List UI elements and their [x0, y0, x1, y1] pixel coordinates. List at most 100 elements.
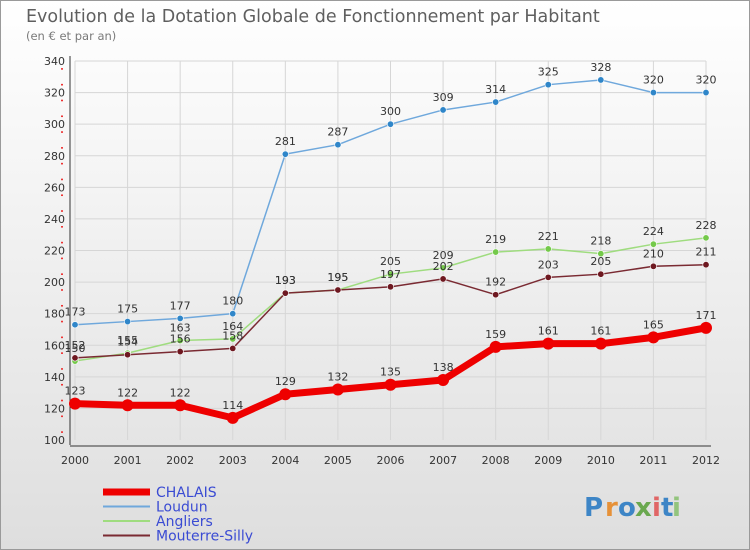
data-label: 122 — [170, 386, 191, 399]
x-tick-label: 2004 — [271, 454, 299, 467]
data-point — [279, 388, 292, 401]
y-axis-minor-dot — [61, 194, 63, 197]
data-label: 129 — [275, 375, 296, 388]
logo-letter: i — [652, 493, 661, 523]
y-axis-minor-dot — [61, 147, 63, 149]
logo-letter: x — [635, 493, 652, 523]
data-point — [334, 141, 342, 149]
data-label: 281 — [275, 135, 296, 148]
data-label: 154 — [117, 336, 138, 349]
data-label: 195 — [327, 271, 348, 284]
y-axis-minor-dot — [61, 162, 63, 165]
data-point — [544, 245, 552, 253]
data-label: 114 — [222, 399, 243, 412]
chart-title: Evolution de la Dotation Globale de Fonc… — [26, 7, 600, 27]
data-label: 158 — [222, 329, 243, 342]
y-tick-label: 280 — [44, 150, 65, 163]
data-label: 219 — [485, 233, 506, 246]
x-tick-label: 2011 — [639, 454, 667, 467]
data-label: 218 — [590, 235, 611, 248]
data-label: 123 — [65, 385, 86, 398]
y-axis-minor-dot — [61, 336, 63, 339]
legend-label: CHALAIS — [156, 485, 217, 501]
y-axis-minor-dot — [61, 115, 63, 118]
legend-label: Loudun — [156, 500, 208, 516]
data-label: 210 — [643, 247, 664, 260]
data-point — [384, 378, 397, 391]
data-point — [176, 337, 184, 345]
x-tick-label: 2001 — [114, 454, 142, 467]
data-point — [649, 240, 657, 248]
data-label: 300 — [380, 105, 401, 118]
y-tick-label: 140 — [44, 371, 65, 384]
data-point — [121, 399, 134, 412]
y-axis-minor-dot — [61, 273, 63, 275]
data-label: 192 — [485, 276, 506, 289]
data-point — [597, 270, 605, 278]
y-axis-minor-dot — [61, 289, 63, 291]
y-tick-label: 120 — [44, 402, 65, 415]
data-label: 161 — [590, 325, 611, 338]
data-point — [702, 261, 710, 269]
legend-label: Angliers — [156, 514, 213, 530]
data-label: 156 — [170, 333, 191, 346]
data-label: 159 — [485, 328, 506, 341]
y-axis-minor-dot — [61, 415, 63, 418]
data-label: 221 — [538, 230, 559, 243]
data-point — [386, 120, 394, 128]
y-tick-label: 340 — [44, 55, 65, 68]
y-tick-label: 200 — [44, 276, 65, 289]
data-label: 211 — [696, 246, 717, 259]
data-label: 173 — [65, 306, 86, 319]
data-label: 325 — [538, 66, 559, 79]
x-tick-label: 2008 — [482, 454, 510, 467]
data-label: 138 — [433, 361, 454, 374]
x-tick-label: 2007 — [429, 454, 457, 467]
data-point — [124, 318, 132, 326]
data-label: 320 — [643, 74, 664, 87]
data-point — [542, 337, 555, 350]
data-label: 122 — [117, 386, 138, 399]
y-axis-minor-dot — [61, 241, 63, 244]
y-axis-minor-dot — [61, 257, 63, 260]
data-point — [174, 399, 187, 412]
y-tick-label: 240 — [44, 213, 65, 226]
y-axis-minor-dot — [61, 399, 63, 402]
data-label: 165 — [643, 318, 664, 331]
logo-letter: o — [618, 493, 636, 523]
data-label: 209 — [433, 249, 454, 262]
data-label: 205 — [590, 255, 611, 268]
data-point — [439, 264, 447, 272]
data-point — [439, 106, 447, 114]
y-tick-label: 320 — [44, 87, 65, 100]
data-point — [597, 250, 605, 258]
x-tick-label: 2000 — [61, 454, 89, 467]
y-axis-minor-dot — [61, 304, 63, 307]
axes: 100 120 140 160 180 200 220 240 260 280 300 320 340 2… — [44, 55, 720, 467]
data-point — [226, 411, 239, 424]
data-label: 171 — [696, 309, 717, 322]
data-point — [437, 373, 450, 386]
data-point — [649, 262, 657, 270]
y-axis-minor-dot — [61, 383, 63, 386]
logo-letter: t — [661, 493, 673, 523]
y-axis-minor-dot — [61, 352, 63, 354]
data-point — [176, 348, 184, 356]
logo-letter: P — [584, 493, 603, 523]
y-axis-minor-dot — [61, 131, 63, 133]
data-point — [386, 270, 394, 278]
data-label: 197 — [380, 268, 401, 281]
data-point — [69, 397, 81, 410]
y-tick-label: 160 — [44, 339, 65, 352]
y-axis-minor-dot — [61, 210, 63, 212]
data-label: 320 — [696, 74, 717, 87]
data-point — [647, 331, 660, 344]
data-label: 203 — [538, 258, 559, 271]
y-axis-minor-dot — [61, 226, 63, 228]
chart-subtitle: (en € et par an) — [26, 29, 116, 43]
x-tick-label: 2006 — [377, 454, 405, 467]
data-point — [489, 340, 502, 353]
